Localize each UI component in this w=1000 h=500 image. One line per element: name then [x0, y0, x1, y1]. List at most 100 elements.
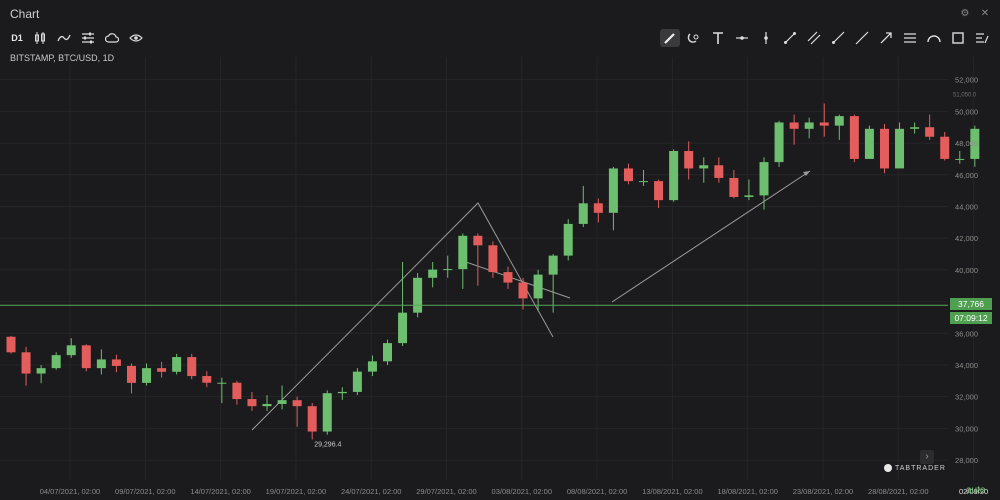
chart-title: Chart: [10, 7, 40, 21]
candle: [639, 181, 649, 183]
chart-grid: [0, 57, 975, 480]
candle: [277, 400, 287, 404]
y-tick-label: 50,000: [955, 107, 978, 116]
candle: [910, 127, 920, 129]
parallel-channel-icon[interactable]: [804, 29, 824, 47]
candle: [834, 116, 844, 126]
eye-icon[interactable]: [126, 29, 146, 47]
candle: [608, 168, 618, 213]
cloud-icon[interactable]: [102, 29, 122, 47]
candle: [955, 158, 965, 160]
candle: [157, 368, 167, 372]
candle: [669, 151, 679, 201]
toolbar: D1: [0, 28, 1000, 48]
countdown-text: 07:09:12: [954, 313, 987, 323]
vertical-line-icon[interactable]: [756, 29, 776, 47]
candle: [292, 400, 302, 407]
candle: [322, 393, 332, 432]
extended-line-icon[interactable]: [852, 29, 872, 47]
arc-tool-icon[interactable]: [924, 29, 944, 47]
candle: [398, 312, 408, 344]
magnet-icon[interactable]: [684, 29, 704, 47]
candle: [925, 127, 935, 137]
y-tick-label: 44,000: [955, 202, 978, 211]
x-tick-label: 18/08/2021, 02:00: [717, 487, 777, 496]
price-chart[interactable]: 52,000 50,000 48,000 46,000 44,000 42,000 40,0…: [0, 48, 1000, 500]
close-icon[interactable]: ✕: [980, 8, 990, 19]
candle: [533, 274, 543, 299]
candle: [428, 269, 438, 278]
candle: [187, 357, 197, 377]
candle: [337, 391, 347, 394]
arrow-head: [803, 171, 810, 176]
y-tick-label: 28,000: [955, 456, 978, 465]
candle: [518, 282, 528, 299]
candle: [789, 122, 799, 129]
candle: [6, 336, 16, 353]
candle: [654, 181, 664, 201]
y-tick-label: 40,000: [955, 266, 978, 275]
candle: [895, 128, 905, 169]
indicator-icon[interactable]: [54, 29, 74, 47]
settings-sliders-icon[interactable]: [78, 29, 98, 47]
candle: [111, 359, 121, 366]
x-tick-label: 28/08/2021, 02:00: [868, 487, 928, 496]
trend-line-drawing: [251, 202, 554, 431]
last-price-text: 37,766: [958, 299, 984, 309]
x-tick-label: 23/08/2021, 02:00: [793, 487, 853, 496]
y-tick-label: 48,000: [955, 139, 978, 148]
candle: [217, 382, 227, 384]
candle: [473, 235, 483, 246]
horizontal-line-icon[interactable]: [732, 29, 752, 47]
x-tick-label: 09/07/2021, 02:00: [115, 487, 175, 496]
x-tick-label: 08/08/2021, 02:00: [567, 487, 627, 496]
ray-icon[interactable]: [828, 29, 848, 47]
candle: [759, 162, 769, 196]
high-marker-label: 51,050.0: [953, 93, 977, 99]
gear-icon[interactable]: ⚙: [960, 8, 970, 19]
y-tick-label: 42,000: [955, 234, 978, 243]
candle: [849, 116, 859, 159]
y-tick-label: 32,000: [955, 393, 978, 402]
low-marker-label: 29,296.4: [314, 441, 341, 448]
candle: [714, 165, 724, 178]
x-tick-label: 24/07/2021, 02:00: [341, 487, 401, 496]
drawings-layer: [251, 170, 811, 431]
candle: [503, 272, 513, 283]
candle: [684, 151, 694, 169]
trend-line-icon[interactable]: [780, 29, 800, 47]
candle: [548, 255, 558, 275]
rectangle-tool-icon[interactable]: [948, 29, 968, 47]
candle: [21, 352, 31, 374]
pencil-icon[interactable]: [660, 29, 680, 47]
timeframe-button[interactable]: D1: [11, 33, 23, 43]
candle: [940, 136, 950, 159]
candle: [488, 245, 498, 273]
price-axis: 52,000 50,000 48,000 46,000 44,000 42,000 40,0…: [955, 76, 978, 465]
text-tool-icon[interactable]: [708, 29, 728, 47]
drawings-list-icon[interactable]: [972, 29, 992, 47]
candle: [367, 361, 377, 372]
candle-type-icon[interactable]: [30, 29, 50, 47]
auto-scale-toggle[interactable]: auto: [966, 485, 986, 496]
candle: [593, 203, 603, 213]
candle: [578, 203, 588, 224]
candle: [36, 368, 46, 374]
logo: TABTRADER: [884, 464, 946, 472]
candle: [729, 177, 739, 197]
candle: [383, 343, 392, 362]
candle: [126, 365, 136, 383]
x-tick-label: 02/09/20: [959, 487, 988, 496]
candle: [970, 128, 980, 159]
y-tick-label: 34,000: [955, 361, 978, 370]
trend-line-drawing-2: [462, 260, 571, 299]
scroll-right-button[interactable]: ›: [920, 450, 934, 464]
candle: [804, 122, 814, 129]
time-axis: 04/07/2021, 02:00 09/07/2021, 02:00 14/07/…: [40, 487, 988, 496]
candle: [66, 345, 76, 356]
countdown-badge: [950, 312, 992, 324]
arrow-tool-icon[interactable]: [876, 29, 896, 47]
price-badges: 37,766 07:09:12: [950, 298, 992, 324]
fib-levels-icon[interactable]: [900, 29, 920, 47]
y-tick-label: 30,000: [955, 424, 978, 433]
